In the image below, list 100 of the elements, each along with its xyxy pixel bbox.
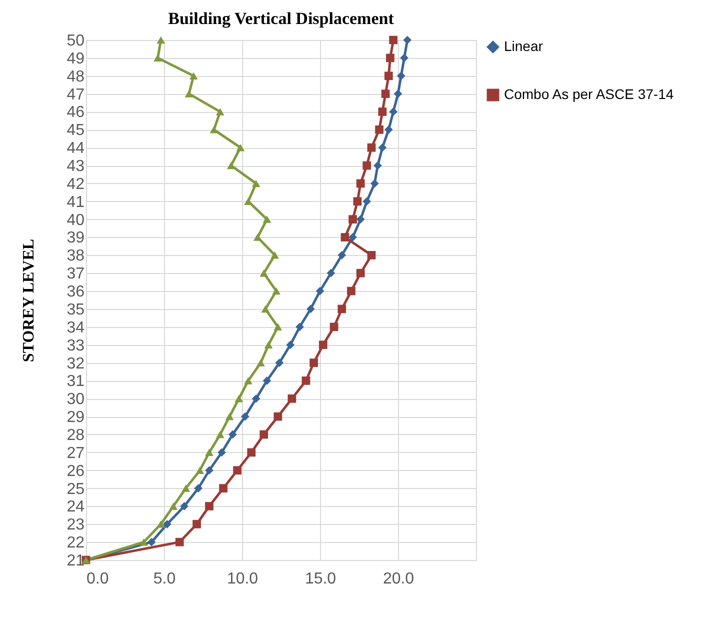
point: [252, 394, 260, 403]
y-tick-label: 26: [66, 462, 85, 480]
y-tick-label: 49: [66, 50, 85, 68]
point: [260, 430, 268, 439]
point: [270, 252, 279, 259]
point: [353, 197, 362, 206]
point: [370, 179, 379, 188]
y-tick-label: 38: [66, 248, 85, 265]
y-axis-title: STOREY LEVEL: [20, 238, 38, 362]
point: [386, 54, 394, 62]
point: [275, 358, 284, 367]
point: [310, 358, 318, 367]
y-tick-label: 35: [66, 301, 85, 318]
point: [140, 538, 148, 546]
point: [306, 304, 315, 314]
point: [162, 520, 172, 528]
point: [194, 484, 203, 492]
y-tick-label: 23: [66, 516, 85, 534]
point: [338, 304, 346, 314]
point: [262, 376, 272, 385]
x-tick-label: 10.0: [226, 570, 258, 588]
y-tick-label: 42: [66, 176, 85, 193]
y-tick-label: 25: [66, 480, 85, 498]
point: [348, 233, 357, 242]
y-tick-label: 47: [66, 86, 85, 104]
point: [375, 125, 384, 134]
point: [256, 359, 265, 366]
legend-label: Combo As per ASCE 37-14: [504, 86, 674, 102]
y-tick-label: 39: [66, 230, 85, 247]
y-tick-label: 22: [66, 534, 85, 552]
point: [216, 430, 224, 438]
point: [338, 250, 346, 260]
point: [389, 36, 398, 44]
point: [216, 108, 224, 116]
point: [396, 72, 406, 80]
point: [196, 466, 204, 474]
y-tick-label: 41: [66, 194, 85, 211]
point: [403, 36, 412, 44]
point: [156, 36, 166, 44]
point: [182, 484, 190, 492]
point: [362, 161, 371, 170]
point: [247, 448, 256, 457]
point: [348, 215, 357, 224]
y-tick-label: 46: [66, 104, 85, 122]
point: [274, 412, 282, 421]
y-tick-label: 43: [66, 158, 85, 176]
y-tick-label: 40: [66, 212, 85, 229]
point: [288, 394, 296, 403]
y-tick-label: 24: [66, 498, 85, 516]
point: [233, 466, 242, 475]
x-tick-label: 0.0: [86, 570, 109, 588]
point: [180, 502, 188, 510]
point: [367, 250, 376, 260]
point: [189, 72, 198, 80]
point: [184, 90, 194, 98]
point: [236, 144, 245, 152]
point: [316, 286, 324, 296]
point: [296, 322, 304, 332]
point: [318, 340, 328, 350]
point: [205, 448, 214, 456]
point: [147, 538, 156, 546]
point: [219, 484, 228, 492]
point: [362, 197, 371, 206]
y-tick-label: 31: [66, 373, 85, 390]
point: [169, 502, 178, 510]
point: [244, 198, 252, 205]
point: [356, 215, 365, 224]
legend-label: Linear: [504, 38, 544, 54]
y-tick-label: 48: [66, 68, 85, 86]
point: [205, 502, 214, 510]
y-tick-label: 36: [66, 284, 85, 301]
y-tick-label: 44: [66, 140, 85, 158]
point: [272, 287, 281, 295]
y-tick-label: 29: [66, 409, 85, 426]
point: [381, 90, 390, 98]
y-tick-label: 27: [66, 444, 85, 462]
x-tick-label: 5.0: [153, 570, 176, 588]
point: [340, 233, 350, 242]
point: [378, 143, 387, 152]
point: [228, 430, 237, 439]
y-tick-label: 28: [66, 426, 85, 444]
point: [384, 72, 393, 80]
point: [356, 179, 365, 188]
y-tick-label: 32: [66, 355, 85, 372]
y-tick-label: 21: [66, 552, 85, 570]
point: [261, 305, 270, 313]
point: [302, 376, 310, 385]
x-tick-label: 15.0: [304, 570, 336, 588]
point: [205, 466, 214, 475]
point: [175, 538, 184, 546]
point: [367, 143, 376, 152]
point: [244, 377, 252, 384]
point: [240, 412, 250, 421]
point: [274, 323, 282, 331]
point: [384, 125, 393, 134]
y-tick-label: 30: [66, 391, 85, 408]
point: [262, 216, 272, 223]
point: [326, 268, 336, 278]
y-tick-label: 50: [66, 32, 85, 50]
point: [252, 180, 260, 188]
